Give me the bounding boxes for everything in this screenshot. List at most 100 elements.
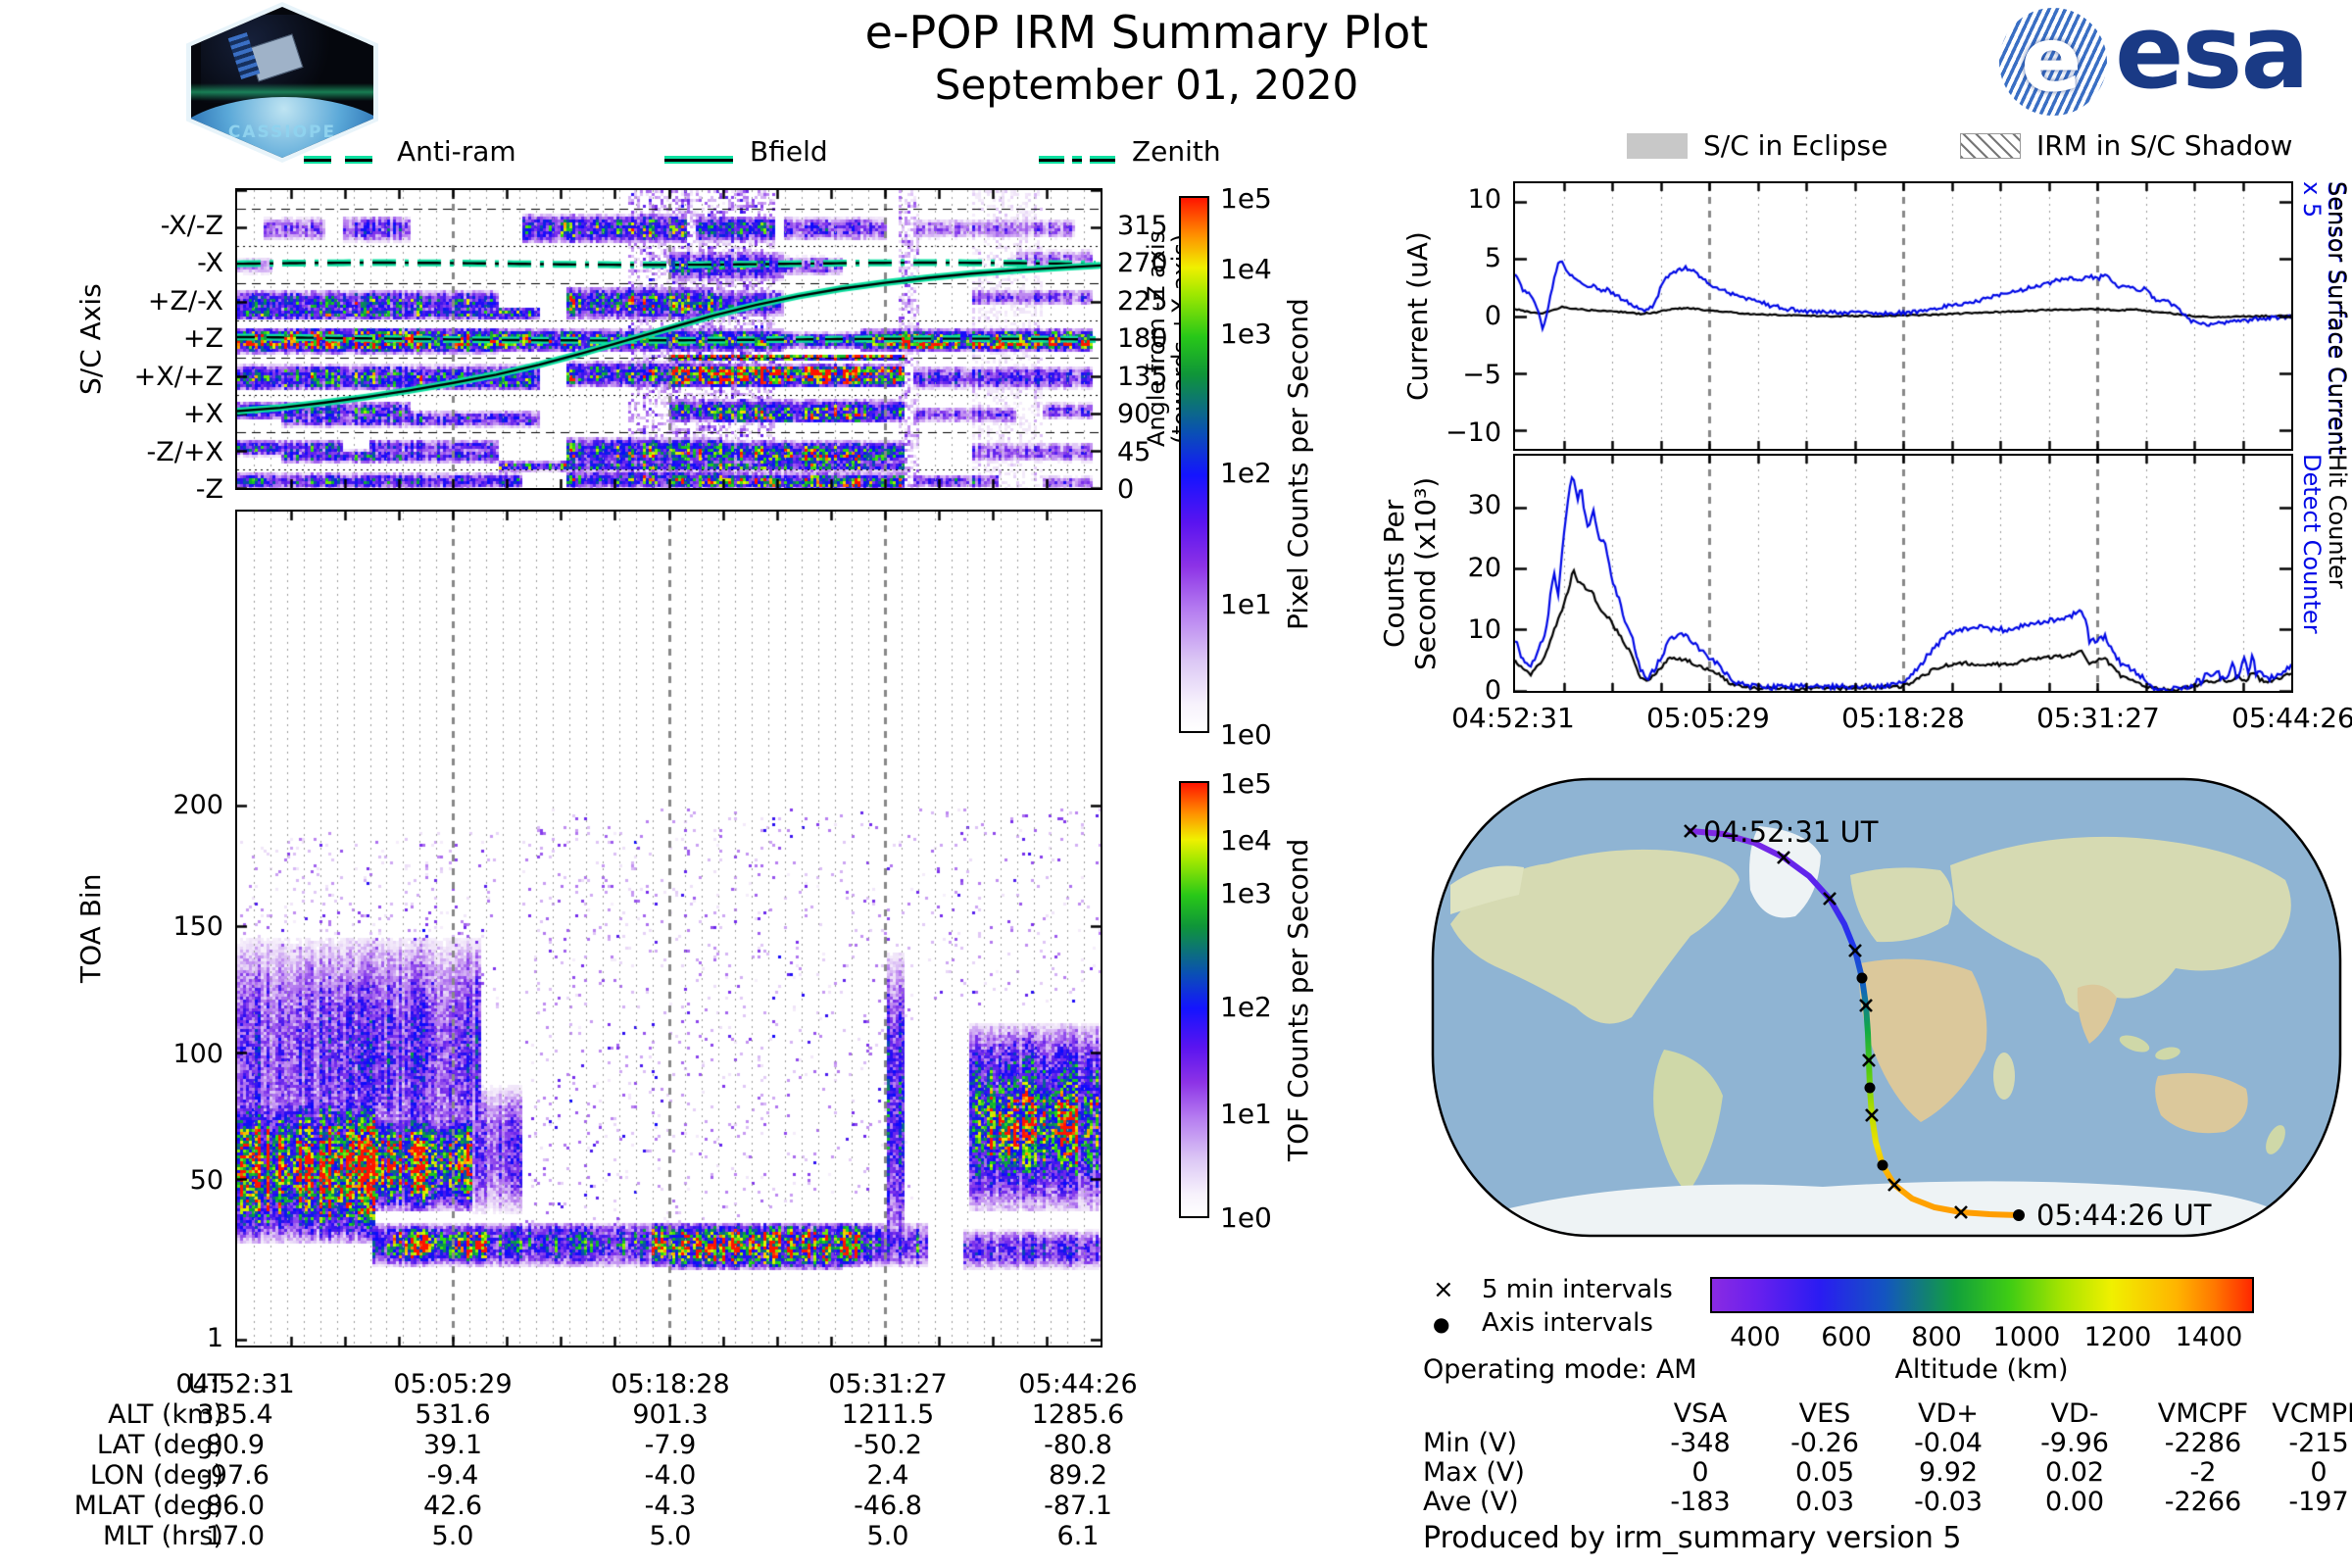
ephemeris-cell: 1285.6: [1031, 1399, 1125, 1430]
ground-track-map: 04:52:31 UT 05:44:26 UT: [1431, 777, 2342, 1238]
shadow-hatched-swatch: [1960, 133, 2021, 159]
voltage-cell: 0.02: [2044, 1457, 2105, 1488]
angle-tick-225: 225: [1117, 286, 1168, 317]
page-title: e-POP IRM Summary Plot: [864, 6, 1429, 59]
ephemeris-cell: 5.0: [649, 1521, 692, 1551]
toa-tick-100: 100: [172, 1039, 223, 1069]
ephemeris-cell: -80.8: [1044, 1430, 1112, 1460]
five-min-interval-marker: [1859, 999, 1873, 1012]
map-europe: [1850, 867, 1953, 943]
vt-col-ves: VES: [1798, 1398, 1851, 1429]
counts-ytick-30: 30: [1467, 490, 1501, 520]
axis-interval-marker: [1864, 1082, 1876, 1094]
map-madagascar: [1993, 1053, 2015, 1100]
shadow-legend-label: IRM in S/C Shadow: [2036, 129, 2293, 162]
voltage-cell: -183: [1670, 1487, 1731, 1517]
axis-line-legend: Anti-ram Bfield Zenith: [235, 135, 1221, 172]
current-plot-canvas: [1515, 183, 2291, 449]
counts-ytick-0: 0: [1484, 675, 1501, 706]
sc-axis-tick--z+x: -Z/+X: [146, 437, 223, 467]
x-marker-symbol: ×: [1433, 1275, 1454, 1304]
map-asia: [1950, 836, 2291, 1014]
x-marker-label: 5 min intervals: [1482, 1275, 1673, 1304]
voltage-cell: 0: [1691, 1457, 1709, 1488]
ephemeris-cell: 17.0: [205, 1521, 266, 1551]
page-subtitle-date: September 01, 2020: [934, 61, 1359, 109]
five-min-interval-marker: [1823, 892, 1837, 906]
vt-col-vmcpf: VMCPF: [2157, 1398, 2249, 1429]
angle-tick-180: 180: [1117, 323, 1168, 354]
current-ytick--5: −5: [1462, 360, 1501, 390]
cb1-tick-1e4: 1e4: [1220, 253, 1272, 285]
angle-tick-0: 0: [1117, 474, 1135, 505]
ephemeris-cell: 39.1: [422, 1430, 483, 1460]
spectro-bottom-ylabel: TOA Bin: [74, 873, 107, 984]
angle-tick-135: 135: [1117, 362, 1168, 392]
sc-axis-tick-+x+z: +X/+Z: [133, 362, 223, 392]
dot-marker-label: Axis intervals: [1482, 1308, 1653, 1338]
esa-globe-e: e: [2021, 7, 2082, 112]
angle-tick-270: 270: [1117, 248, 1168, 278]
counts-ytick-20: 20: [1467, 553, 1501, 583]
produced-by-footer: Produced by irm_summary version 5: [1423, 1521, 1962, 1555]
cb1-label: Pixel Counts per Second: [1282, 298, 1314, 631]
sc-axis-tick--x-z: -X/-Z: [160, 211, 223, 241]
ephemeris-cell: 05:18:28: [611, 1369, 730, 1399]
cb1-tick-1e0: 1e0: [1220, 718, 1272, 751]
ephemeris-row-label: UT: [187, 1369, 223, 1399]
patch-aurora: [191, 83, 373, 101]
xtick-3: 05:18:28: [1841, 702, 1965, 734]
five-min-interval-marker: [1684, 824, 1697, 838]
five-min-interval-marker: [1954, 1205, 1968, 1219]
ephemeris-cell: 04:52:31: [175, 1369, 295, 1399]
esa-logo: e esa: [1999, 0, 2342, 120]
map-outline: [1431, 777, 2342, 1238]
cb2-tick-1e4: 1e4: [1220, 824, 1272, 857]
current-ytick--10: −10: [1446, 417, 1501, 448]
voltage-cell: -215: [2288, 1428, 2349, 1458]
alt-tick-1200: 1200: [2083, 1322, 2152, 1352]
xtick-2: 05:05:29: [1646, 702, 1770, 734]
map-africa: [1859, 958, 1987, 1122]
voltage-cell: -197: [2288, 1487, 2349, 1517]
track-end-time: 05:44:26 UT: [2036, 1199, 2212, 1232]
cb1-tick-1e2: 1e2: [1220, 457, 1272, 489]
current-ytick-0: 0: [1484, 301, 1501, 331]
angle-tick-45: 45: [1117, 437, 1152, 467]
map-antarctica: [1490, 1181, 2293, 1236]
ephemeris-cell: 1211.5: [841, 1399, 935, 1430]
voltage-cell: -348: [1670, 1428, 1731, 1458]
current-ytick-10: 10: [1467, 184, 1501, 215]
cb2-tick-1e5: 1e5: [1220, 767, 1272, 800]
ephemeris-cell: 901.3: [632, 1399, 709, 1430]
angle-tick-315: 315: [1117, 211, 1168, 241]
dot-marker-symbol: ●: [1433, 1312, 1450, 1336]
alt-tick-600: 600: [1821, 1322, 1872, 1352]
map-north-america: [1450, 849, 1740, 1024]
toa-tick-150: 150: [172, 911, 223, 942]
bfield-line-swatch: [664, 149, 733, 168]
spectro-top-plot: [235, 188, 1102, 490]
zenith-line-swatch: [1039, 149, 1115, 168]
spectro-top-canvas: [237, 190, 1101, 488]
ephemeris-cell: 89.2: [1048, 1460, 1108, 1491]
eclipse-legend: S/C in Eclipse IRM in S/C Shadow: [1627, 129, 2352, 169]
vt-row-ave: Ave (V): [1423, 1487, 1519, 1517]
xtick-5: 05:44:26: [2231, 702, 2352, 734]
ephemeris-row-label: MLT (hrs): [102, 1521, 223, 1551]
ephemeris-cell: -4.0: [644, 1460, 697, 1491]
cb1-tick-1e5: 1e5: [1220, 182, 1272, 215]
voltage-cell: -2266: [2164, 1487, 2242, 1517]
voltage-cell: 0.00: [2044, 1487, 2105, 1517]
cassiope-patch-art: CASSIOPE: [191, 7, 373, 158]
legend-antiram-label: Anti-ram: [397, 135, 516, 168]
sc-axis-tick-+z-x: +Z/-X: [147, 286, 223, 317]
angle-tick-90: 90: [1117, 399, 1152, 429]
sc-axis-tick-+z: +Z: [182, 323, 223, 354]
ephemeris-cell: 05:44:26: [1018, 1369, 1138, 1399]
ephemeris-cell: -87.1: [1044, 1491, 1112, 1521]
cb1-tick-1e1: 1e1: [1220, 588, 1272, 620]
ephemeris-row-label: LAT (deg): [96, 1430, 223, 1460]
map-indonesia-2: [2155, 1047, 2180, 1060]
ephemeris-cell: 05:31:27: [828, 1369, 948, 1399]
